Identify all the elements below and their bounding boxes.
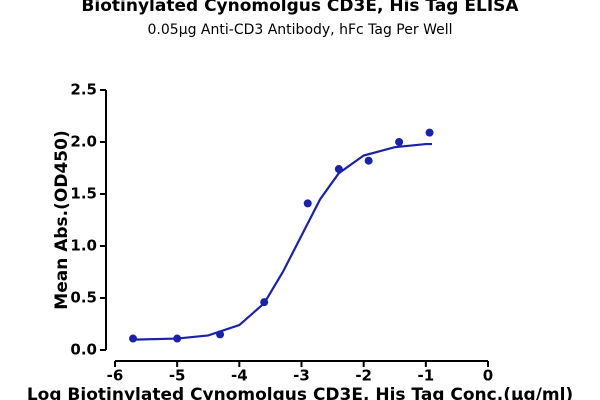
data-point xyxy=(303,199,312,208)
x-axis-label: Log Biotinylated Cynomolgus CD3E, His Ta… xyxy=(27,385,573,400)
y-tick-label: 2.0 xyxy=(70,133,97,151)
x-tick-label: -1 xyxy=(417,367,434,385)
y-axis-label: Mean Abs.(OD450) xyxy=(52,130,72,309)
x-tick-label: -3 xyxy=(293,367,310,385)
y-tick-label: 1.5 xyxy=(70,185,97,203)
x-tick-label: -5 xyxy=(169,367,186,385)
chart-title: Biotinylated Cynomolgus CD3E, His Tag EL… xyxy=(81,0,519,16)
y-tick-label: 0.5 xyxy=(70,289,97,307)
chart-subtitle: 0.05μg Anti-CD3 Antibody, hFc Tag Per We… xyxy=(148,22,453,38)
x-tick-label: 0 xyxy=(483,367,493,385)
data-point xyxy=(395,138,404,146)
x-tick-label: -6 xyxy=(107,367,124,385)
y-tick-label: 2.5 xyxy=(70,81,97,99)
x-tick-label: -4 xyxy=(231,367,248,385)
fit-curve xyxy=(133,142,433,341)
data-point xyxy=(425,128,434,137)
y-tick-label: 1.0 xyxy=(70,237,97,255)
x-tick-label: -2 xyxy=(355,367,372,385)
data-point xyxy=(364,156,373,165)
y-tick-label: 0.0 xyxy=(70,341,97,359)
